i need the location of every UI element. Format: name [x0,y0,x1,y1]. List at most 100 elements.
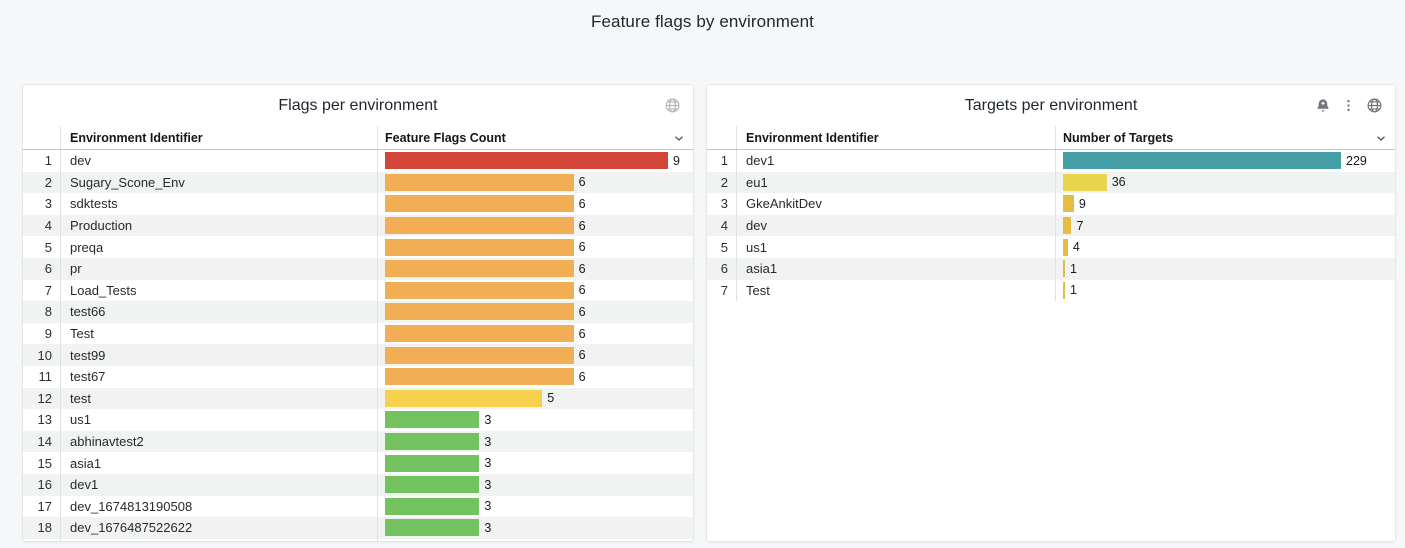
row-label: test67 [61,365,378,388]
table-row[interactable]: 1 dev 9 [23,150,693,172]
bar-cell: 6 [378,193,693,215]
bar-value: 229 [1346,153,1367,168]
bar-value: 5 [547,391,555,406]
panel-header[interactable]: Targets per environment [707,85,1395,126]
bar-cell: 229 [1056,150,1395,172]
bar-value: 6 [578,348,586,363]
table-row[interactable]: 3 sdktests 6 [23,193,693,215]
panel-title: Targets per environment [964,96,1138,114]
table-row[interactable]: 5 us1 4 [707,236,1395,258]
table-row[interactable]: 12 test 5 [23,387,693,410]
bar [385,325,574,343]
row-label: dev_1676487522622 [61,517,378,539]
row-index: 13 [23,409,61,431]
table-row[interactable]: 2 Sugary_Scone_Env 6 [23,171,693,194]
bar-value: 3 [484,456,492,471]
table-row[interactable]: 17 dev_1674813190508 3 [23,495,693,518]
table-row[interactable]: 4 dev 7 [707,214,1395,237]
row-index: 2 [707,171,737,194]
row-index: 5 [707,236,737,258]
row-label: abhinavtest2 [61,430,378,453]
globe-icon[interactable] [1366,97,1383,114]
table-row[interactable]: 5 preqa 6 [23,236,693,258]
bar-cell: 3 [378,539,693,541]
table-row[interactable]: 6 pr 6 [23,257,693,280]
bar-value: 1 [1070,283,1077,298]
table-row[interactable]: 14 abhinavtest2 3 [23,430,693,453]
table-row[interactable]: 11 test67 6 [23,365,693,388]
table-row[interactable]: 6 asia1 1 [707,257,1395,280]
bar-value: 6 [578,175,586,190]
bar-cell: 3 [378,474,693,496]
row-index: 3 [23,193,61,215]
count-column-header[interactable]: Feature Flags Count [378,126,693,149]
row-index: 6 [23,257,61,280]
row-label: test66 [61,301,378,323]
row-label: eu1 [737,171,1056,194]
row-index: 3 [707,193,737,215]
table-row[interactable]: 10 test99 6 [23,344,693,366]
environment-column-header[interactable]: Environment Identifier [61,126,378,149]
bar-cell: 6 [378,366,693,388]
bar-cell: 36 [1056,172,1395,194]
row-index: 4 [23,214,61,237]
bar-cell: 5 [378,388,693,410]
bar-value: 9 [1078,196,1086,211]
bar-value: 3 [484,477,492,492]
table-row[interactable]: 16 dev1 3 [23,473,693,496]
bar [385,152,668,170]
environment-column-header[interactable]: Environment Identifier [737,126,1056,149]
table-row[interactable]: 15 asia1 3 [23,452,693,474]
table-body[interactable]: 1 dev 9 2 Sugary_Scone_Env 6 3 sdktests … [23,150,693,541]
table-row[interactable]: 13 us1 3 [23,409,693,431]
bar-value: 3 [484,520,492,535]
bar [385,260,574,278]
chevron-down-icon[interactable] [1375,132,1387,144]
bell-plus-icon[interactable] [1315,98,1331,114]
bar-cell: 3 [378,452,693,474]
row-label: Test [61,322,378,345]
table-row[interactable]: 7 Test 1 [707,279,1395,302]
table-row[interactable]: 19 dev_1676487546612 3 [23,538,693,541]
table-row[interactable]: 1 dev1 229 [707,150,1395,172]
bar [385,281,574,299]
index-column-header [707,126,737,149]
bar [385,173,574,191]
bar [385,411,480,429]
globe-icon[interactable] [664,97,681,114]
table-row[interactable]: 9 Test 6 [23,322,693,345]
table-row[interactable]: 7 Load_Tests 6 [23,279,693,302]
bar-cell: 6 [378,258,693,280]
bar [385,217,574,235]
chevron-down-icon[interactable] [673,132,685,144]
bar-value: 6 [578,283,586,298]
row-label: dev_1676487546612 [61,538,378,541]
row-index: 2 [23,171,61,194]
row-label: test [61,387,378,410]
bar [385,497,480,515]
table-row[interactable]: 8 test66 6 [23,301,693,323]
table-row[interactable]: 2 eu1 36 [707,171,1395,194]
targets-table: Environment Identifier Number of Targets… [707,126,1395,541]
row-index: 1 [707,150,737,172]
row-index: 5 [23,236,61,258]
panel-header[interactable]: Flags per environment [23,85,693,126]
table-row[interactable]: 3 GkeAnkitDev 9 [707,193,1395,215]
bar-cell: 1 [1056,258,1395,280]
count-column-header[interactable]: Number of Targets [1056,126,1395,149]
bar-cell: 3 [378,409,693,431]
kebab-menu-icon[interactable] [1341,98,1356,113]
row-index: 10 [23,344,61,366]
bar-cell: 4 [1056,236,1395,258]
table-row[interactable]: 18 dev_1676487522622 3 [23,517,693,539]
bar [385,389,543,407]
panel-title: Flags per environment [278,96,438,114]
row-label: Test [737,279,1056,302]
bar-value: 4 [1072,240,1080,255]
flags-table: Environment Identifier Feature Flags Cou… [23,126,693,541]
table-row[interactable]: 4 Production 6 [23,214,693,237]
table-body[interactable]: 1 dev1 229 2 eu1 36 3 GkeAnkitDev 9 4 de… [707,150,1395,541]
row-label: Sugary_Scone_Env [61,171,378,194]
bar [1063,152,1341,170]
panel-targets-per-environment: Targets per environment [706,84,1396,542]
